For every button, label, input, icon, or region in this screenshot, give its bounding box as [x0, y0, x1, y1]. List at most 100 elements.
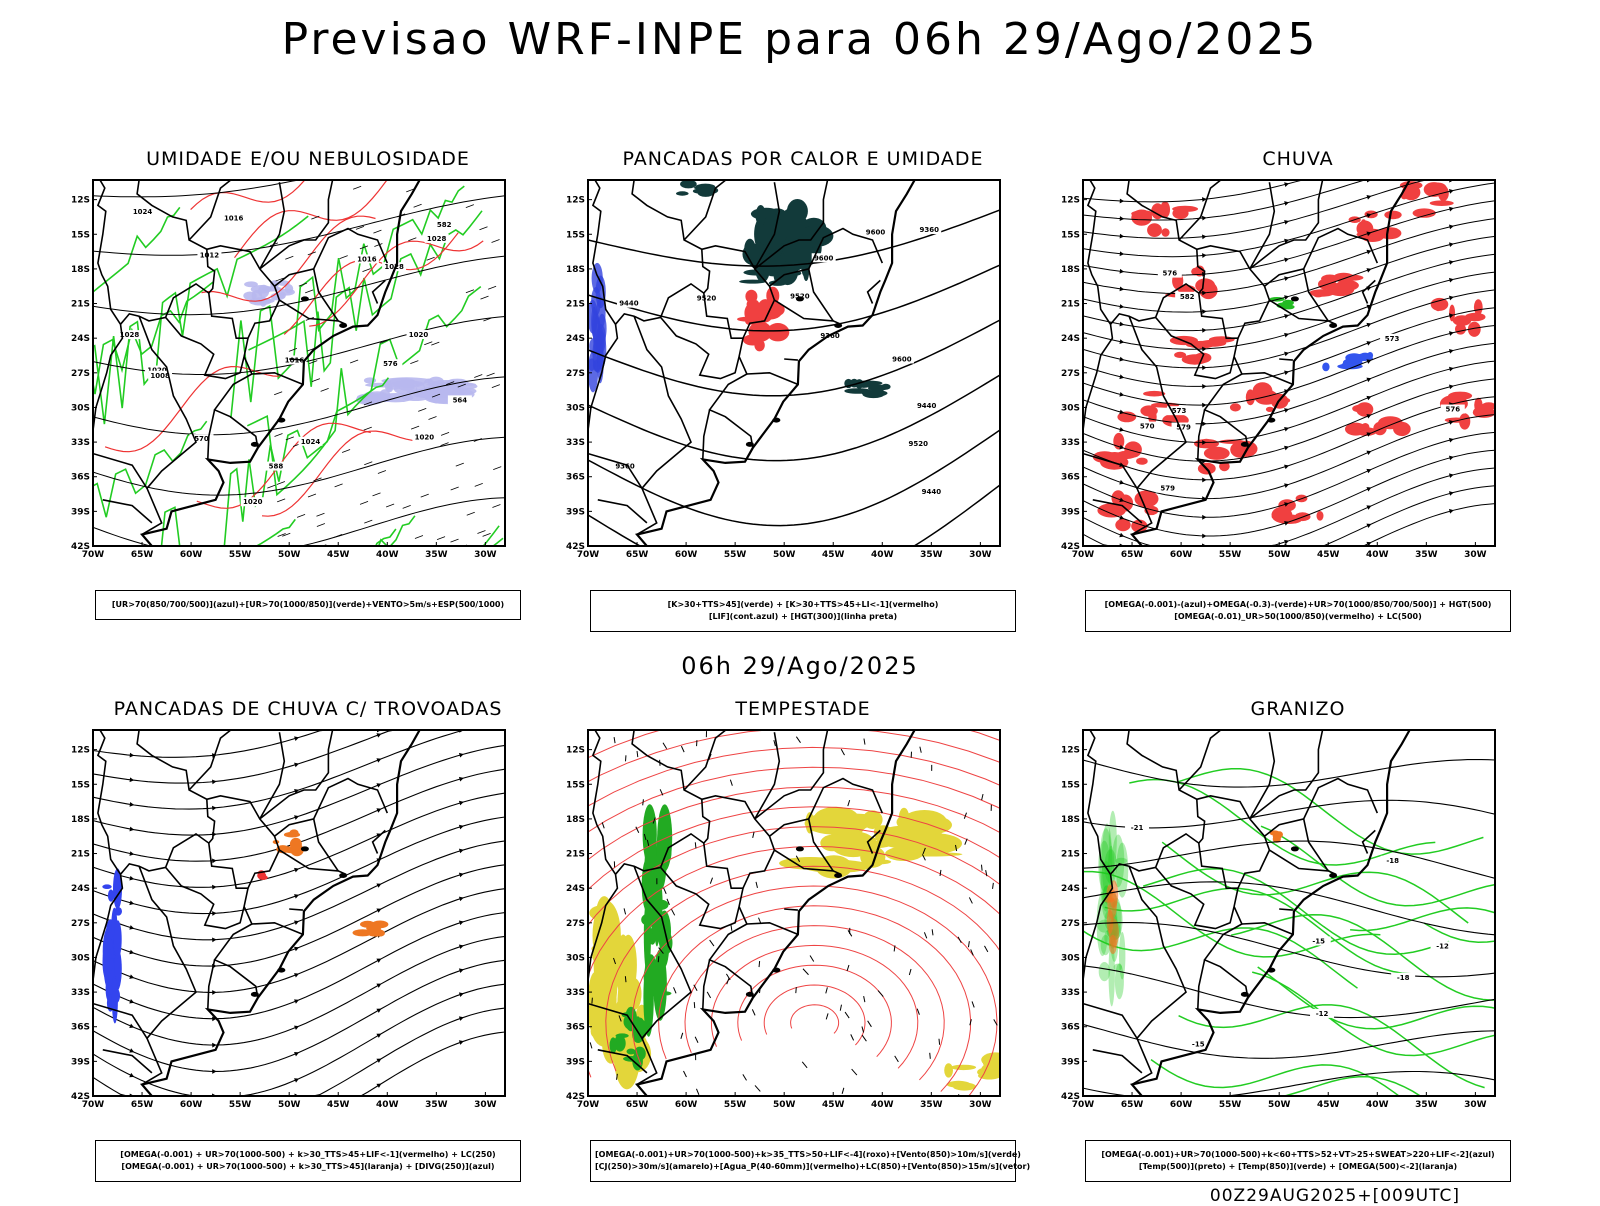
lat-tick-label: 30S — [566, 403, 585, 413]
lon-tick-label: 70W — [577, 550, 600, 560]
contour-label: 9600 — [892, 355, 912, 363]
legend-line: [LIF](cont.azul) + [HGT(300)](linha pret… — [595, 611, 1011, 623]
legend-line: [OMEGA(-0.001)-(azul)+OMEGA(-0.3)-(verde… — [1090, 599, 1506, 611]
lon-tick-label: 45W — [822, 550, 845, 560]
valid-time-title: 06h 29/Ago/2025 — [0, 652, 1600, 680]
lat-tick-label: 12S — [71, 746, 90, 756]
lon-tick-label: 45W — [1317, 1100, 1340, 1110]
lon-tick-label: 40W — [376, 1100, 399, 1110]
lat-tick-label: 39S — [566, 507, 585, 517]
lat-tick-label: 18S — [566, 265, 585, 275]
lat-tick-label: 33S — [1061, 438, 1080, 448]
lat-tick-label: 27S — [71, 369, 90, 379]
lat-tick-label: 39S — [71, 507, 90, 517]
contour-label: 1012 — [200, 252, 220, 260]
lon-tick-label: 50W — [1268, 1100, 1291, 1110]
legend-line: [OMEGA(-0.01)_UR>50(1000/850)(vermelho) … — [1090, 611, 1506, 623]
contour-label: 9440 — [917, 402, 937, 410]
lon-tick-label: 50W — [278, 1100, 301, 1110]
lat-tick-label: 24S — [1061, 334, 1080, 344]
contour-label: 1024 — [301, 438, 321, 446]
lat-tick-label: 18S — [71, 815, 90, 825]
lat-tick-label: 30S — [1061, 403, 1080, 413]
lon-tick-label: 65W — [626, 550, 649, 560]
lon-tick-label: 30W — [969, 550, 992, 560]
contour-label: -12 — [1316, 1010, 1329, 1018]
lat-tick-label: 24S — [566, 334, 585, 344]
legend-line: [UR>70(850/700/500)](azul)+[UR>70(1000/8… — [100, 599, 516, 611]
run-timestamp: 00Z29AUG2025+[009UTC] — [1210, 1186, 1460, 1206]
main-title: Previsao WRF-INPE para 06h 29/Ago/2025 — [0, 14, 1600, 65]
lon-tick-label: 60W — [1170, 550, 1193, 560]
panel-legend: [UR>70(850/700/500)](azul)+[UR>70(1000/8… — [95, 590, 521, 620]
contour-label: 582 — [1180, 293, 1195, 301]
contour-label: -21 — [1131, 824, 1144, 832]
contour-label: 576 — [383, 360, 398, 368]
lat-tick-label: 21S — [71, 850, 90, 860]
lon-tick-label: 45W — [1317, 550, 1340, 560]
lon-tick-label: 50W — [1268, 550, 1291, 560]
panel-title: PANCADAS DE CHUVA C/ TROVOADAS — [93, 698, 523, 720]
contour-label: 576 — [1445, 406, 1460, 414]
contour-label: 9600 — [866, 228, 886, 236]
lon-tick-label: 50W — [278, 550, 301, 560]
lon-tick-label: 40W — [871, 1100, 894, 1110]
lon-tick-label: 60W — [1170, 1100, 1193, 1110]
contour-label: 9520 — [697, 295, 717, 303]
lon-tick-label: 40W — [871, 550, 894, 560]
lon-tick-label: 30W — [1464, 550, 1487, 560]
lat-tick-label: 15S — [1061, 780, 1080, 790]
lat-tick-label: 27S — [566, 919, 585, 929]
lat-tick-label: 39S — [1061, 1057, 1080, 1067]
lon-tick-label: 70W — [1072, 550, 1095, 560]
contour-label: 1016 — [357, 255, 377, 263]
lon-tick-label: 60W — [180, 550, 203, 560]
lon-tick-label: 50W — [773, 550, 796, 560]
lat-tick-label: 36S — [566, 1023, 585, 1033]
lon-tick-label: 70W — [577, 1100, 600, 1110]
lat-tick-label: 39S — [566, 1057, 585, 1067]
lon-tick-label: 35W — [425, 1100, 448, 1110]
lat-tick-label: 12S — [566, 196, 585, 206]
lat-tick-label: 21S — [1061, 850, 1080, 860]
lat-tick-label: 36S — [1061, 473, 1080, 483]
map-umidade: 1016102010161020101610201024102010281008… — [63, 178, 523, 588]
lon-tick-label: 40W — [1366, 550, 1389, 560]
panel-legend: [OMEGA(-0.001)+UR>70(1000-500)+k>35_TTS>… — [590, 1140, 1016, 1182]
lat-tick-label: 24S — [71, 334, 90, 344]
contour-label: 9440 — [619, 300, 639, 308]
lat-tick-label: 21S — [71, 300, 90, 310]
contour-label: -18 — [1386, 857, 1399, 865]
lat-tick-label: 36S — [1061, 1023, 1080, 1033]
lon-tick-label: 45W — [327, 550, 350, 560]
legend-line: [OMEGA(-0.001)+UR>70(1000-500)+k<60+TTS>… — [1090, 1149, 1506, 1161]
lat-tick-label: 33S — [71, 438, 90, 448]
lon-tick-label: 65W — [1121, 1100, 1144, 1110]
lon-tick-label: 35W — [425, 550, 448, 560]
lon-tick-label: 65W — [1121, 550, 1144, 560]
lon-tick-label: 55W — [724, 550, 747, 560]
map-chuva: 58257657957357657057957312S15S18S21S24S2… — [1053, 178, 1513, 588]
legend-line: [OMEGA(-0.001) + UR>70(1000-500) + k>30_… — [100, 1161, 516, 1173]
lon-tick-label: 30W — [474, 1100, 497, 1110]
map-pancadas-calor: 9600960096009520952094409440936094409520… — [558, 178, 1018, 588]
lat-tick-label: 33S — [566, 438, 585, 448]
contour-label: -12 — [1436, 942, 1449, 950]
lon-tick-label: 55W — [1219, 550, 1242, 560]
contour-label: 1020 — [243, 498, 263, 506]
lon-tick-label: 60W — [675, 1100, 698, 1110]
contour-label: 1008 — [150, 372, 170, 380]
contour-label: 1028 — [427, 235, 447, 243]
lon-tick-label: 70W — [1072, 1100, 1095, 1110]
lat-tick-label: 12S — [1061, 196, 1080, 206]
lat-tick-label: 30S — [71, 403, 90, 413]
lon-tick-label: 45W — [822, 1100, 845, 1110]
lat-tick-label: 39S — [1061, 507, 1080, 517]
panel-legend: [OMEGA(-0.001)+UR>70(1000-500)+k<60+TTS>… — [1085, 1140, 1511, 1182]
lat-tick-label: 21S — [566, 850, 585, 860]
lat-tick-label: 12S — [566, 746, 585, 756]
lat-tick-label: 18S — [71, 265, 90, 275]
legend-line: [OMEGA(-0.001) + UR>70(1000-500) + k>30_… — [100, 1149, 516, 1161]
panel-legend: [K>30+TTS>45](verde) + [K>30+TTS>45+LI<-… — [590, 590, 1016, 632]
